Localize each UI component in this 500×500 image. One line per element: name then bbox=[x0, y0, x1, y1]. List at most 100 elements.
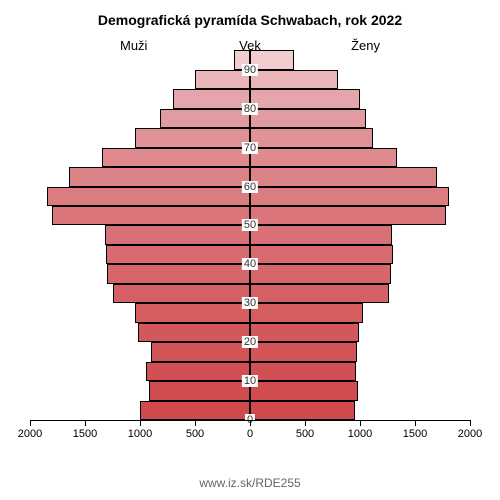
bar-row bbox=[30, 70, 250, 89]
bar-row bbox=[250, 381, 470, 400]
bar-row bbox=[250, 225, 470, 244]
female-bar bbox=[250, 128, 373, 147]
female-bar bbox=[250, 381, 358, 400]
male-bar bbox=[102, 148, 251, 167]
bar-row bbox=[250, 128, 470, 147]
bar-row bbox=[250, 264, 470, 283]
female-bar bbox=[250, 401, 355, 420]
bar-row bbox=[30, 128, 250, 147]
bar-row bbox=[250, 89, 470, 108]
x-tick bbox=[470, 420, 471, 426]
y-tick-label: 50 bbox=[242, 219, 258, 231]
y-tick-label: 90 bbox=[242, 64, 258, 76]
female-bar bbox=[250, 264, 391, 283]
bar-row bbox=[30, 381, 250, 400]
male-bar bbox=[146, 362, 251, 381]
bar-row bbox=[30, 225, 250, 244]
y-tick-label: 70 bbox=[242, 142, 258, 154]
bar-row bbox=[30, 89, 250, 108]
x-axis: 2000150010005000500100015002000 bbox=[30, 420, 470, 460]
male-bar bbox=[52, 206, 250, 225]
bar-row bbox=[30, 401, 250, 420]
male-bar bbox=[138, 323, 250, 342]
male-bar bbox=[135, 128, 251, 147]
female-bar bbox=[250, 70, 338, 89]
x-tick-label: 2000 bbox=[18, 428, 42, 440]
x-tick bbox=[250, 420, 251, 426]
source-text: www.iz.sk/RDE255 bbox=[0, 476, 500, 490]
male-bar bbox=[151, 342, 250, 361]
bar-row bbox=[250, 70, 470, 89]
bar-row bbox=[250, 284, 470, 303]
male-bar bbox=[135, 303, 251, 322]
female-bar bbox=[250, 206, 446, 225]
bar-row bbox=[250, 109, 470, 128]
male-half bbox=[30, 60, 250, 420]
x-tick-label: 1000 bbox=[128, 428, 152, 440]
x-tick-label: 500 bbox=[186, 428, 204, 440]
bar-row bbox=[30, 109, 250, 128]
x-tick bbox=[360, 420, 361, 426]
male-bar bbox=[69, 167, 251, 186]
bar-row bbox=[30, 264, 250, 283]
x-tick-label: 0 bbox=[247, 428, 253, 440]
x-tick bbox=[305, 420, 306, 426]
y-tick-label: 80 bbox=[242, 103, 258, 115]
male-bar bbox=[106, 245, 250, 264]
female-half bbox=[250, 60, 470, 420]
male-bar bbox=[113, 284, 251, 303]
bar-row bbox=[30, 362, 250, 381]
x-tick-label: 500 bbox=[296, 428, 314, 440]
y-tick-label: 30 bbox=[242, 297, 258, 309]
y-tick-label: 10 bbox=[242, 375, 258, 387]
x-tick bbox=[140, 420, 141, 426]
bar-row bbox=[250, 303, 470, 322]
x-tick bbox=[195, 420, 196, 426]
bar-row bbox=[250, 206, 470, 225]
female-bar bbox=[250, 284, 389, 303]
male-bar bbox=[105, 225, 250, 244]
x-tick-label: 1000 bbox=[348, 428, 372, 440]
female-bar bbox=[250, 167, 437, 186]
male-bar bbox=[107, 264, 250, 283]
female-bar bbox=[250, 245, 393, 264]
bar-row bbox=[30, 206, 250, 225]
bar-row bbox=[30, 303, 250, 322]
bar-row bbox=[30, 167, 250, 186]
bar-row bbox=[250, 362, 470, 381]
female-bar bbox=[250, 323, 359, 342]
female-bar bbox=[250, 148, 397, 167]
x-tick-label: 2000 bbox=[458, 428, 482, 440]
chart-area: 0102030405060708090 bbox=[30, 60, 470, 420]
male-bar bbox=[173, 89, 250, 108]
x-tick bbox=[85, 420, 86, 426]
x-tick bbox=[415, 420, 416, 426]
pyramid-container: Demografická pyramída Schwabach, rok 202… bbox=[0, 0, 500, 500]
bar-row bbox=[250, 401, 470, 420]
bar-row bbox=[30, 284, 250, 303]
x-tick-label: 1500 bbox=[73, 428, 97, 440]
female-bar bbox=[250, 342, 357, 361]
bar-row bbox=[250, 50, 470, 69]
male-bar bbox=[47, 187, 251, 206]
x-tick bbox=[30, 420, 31, 426]
bar-row bbox=[250, 187, 470, 206]
x-tick-label: 1500 bbox=[403, 428, 427, 440]
bar-row bbox=[30, 323, 250, 342]
female-bar bbox=[250, 89, 360, 108]
bar-row bbox=[250, 148, 470, 167]
male-bar bbox=[160, 109, 250, 128]
bar-row bbox=[250, 245, 470, 264]
female-bar bbox=[250, 303, 363, 322]
chart-title: Demografická pyramída Schwabach, rok 202… bbox=[0, 12, 500, 28]
female-bar bbox=[250, 187, 449, 206]
bar-row bbox=[30, 342, 250, 361]
bar-row bbox=[30, 50, 250, 69]
bar-row bbox=[30, 148, 250, 167]
male-bar bbox=[140, 401, 250, 420]
bar-row bbox=[30, 245, 250, 264]
bar-row bbox=[250, 323, 470, 342]
y-tick-label: 60 bbox=[242, 181, 258, 193]
bar-row bbox=[250, 167, 470, 186]
female-bar bbox=[250, 109, 366, 128]
